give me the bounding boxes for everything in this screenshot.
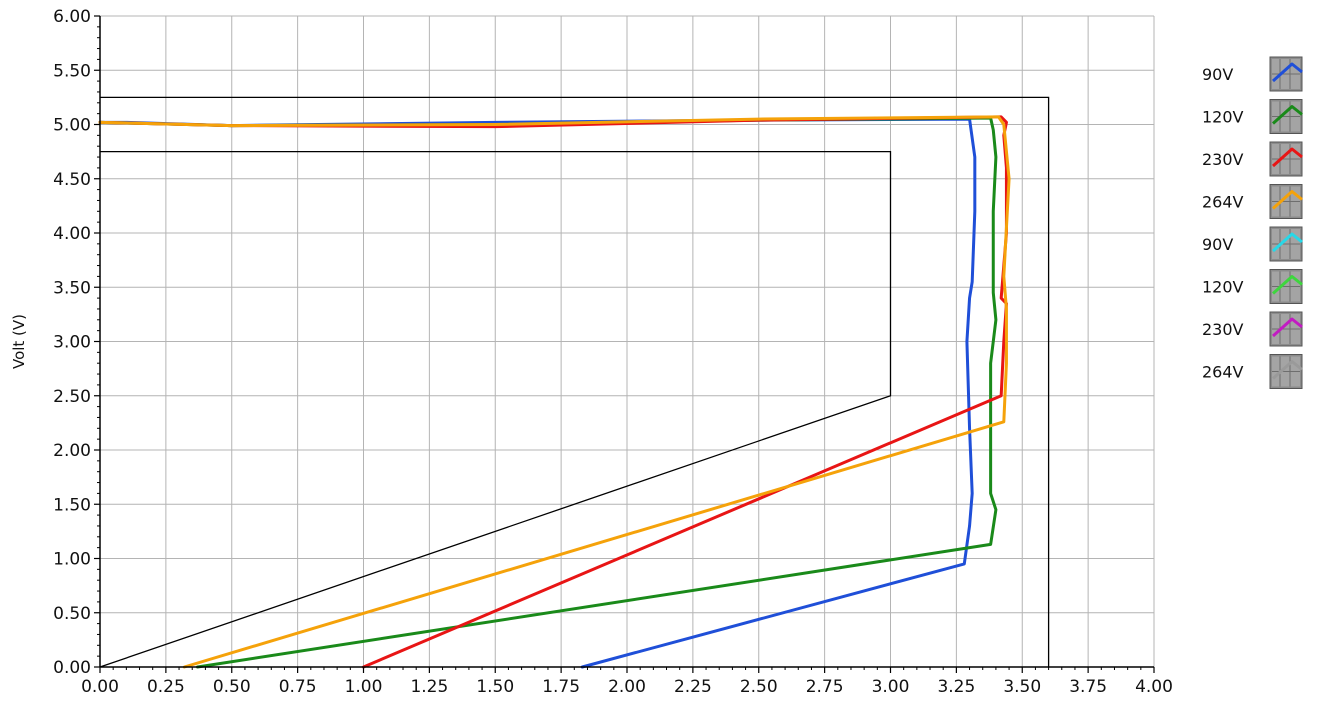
x-tick-label: 0.50 <box>213 677 251 697</box>
y-tick-label: 6.00 <box>53 7 91 27</box>
y-tick-labels: 0.00 0.50 1.00 1.50 2.00 2.50 3.00 3.50 4.00 4.50… <box>53 7 91 678</box>
y-tick-label: 5.00 <box>53 116 91 136</box>
series-line-230v-3 <box>98 115 1008 669</box>
x-tick-label: 2.75 <box>806 677 844 697</box>
x-tick-labels: 0.00 0.25 0.50 0.75 1.00 1.25 1.50 1.75 2.00 2.25… <box>81 677 1173 697</box>
legend-label: 90V <box>1202 65 1233 84</box>
y-tick-label: 0.00 <box>53 658 91 678</box>
y-tick-label: 2.50 <box>53 387 91 407</box>
y-tick-label: 1.50 <box>53 495 91 515</box>
y-tick-label: 3.00 <box>53 333 91 353</box>
x-tick-label: 3.75 <box>1069 677 1107 697</box>
y-tick-label: 5.50 <box>53 61 91 81</box>
limit-lines <box>99 96 1050 668</box>
x-tick-label: 3.00 <box>872 677 910 697</box>
legend-swatch-icon <box>1269 56 1303 92</box>
legend-label: 120V <box>1202 278 1244 297</box>
legend-swatch-icon <box>1269 269 1303 304</box>
x-tick-label: 1.50 <box>476 677 514 697</box>
x-tick-label: 3.50 <box>1003 677 1041 697</box>
legend-swatch-icon <box>1269 311 1303 347</box>
x-tick-label: 2.25 <box>674 677 712 697</box>
y-tick-label: 1.00 <box>53 550 91 570</box>
legend-label: 264V <box>1202 363 1244 382</box>
y-tick-label: 4.50 <box>53 170 91 190</box>
legend-label: 90V <box>1202 235 1233 254</box>
legend-swatch-icon <box>1269 184 1303 219</box>
legend-label: 230V <box>1202 150 1244 169</box>
x-tick-label: 0.25 <box>147 677 185 697</box>
grid <box>100 15 1155 667</box>
legend-swatch-icon <box>1269 354 1303 389</box>
y-tick-label: 0.50 <box>53 604 91 624</box>
series-line-90v-1 <box>98 117 977 669</box>
series-lines <box>98 115 1011 669</box>
x-tick-label: 2.00 <box>608 677 646 697</box>
legend-swatch-icon <box>1269 226 1303 262</box>
x-tick-label: 1.25 <box>410 677 448 697</box>
legend: 90V 120V 230V 264V 90V 120V 230V 264V <box>1202 56 1303 389</box>
x-tick-label: 1.75 <box>542 677 580 697</box>
legend-swatch-icon <box>1269 99 1303 134</box>
legend-label: 230V <box>1202 320 1244 339</box>
axes <box>94 15 1155 673</box>
y-tick-label: 3.50 <box>53 278 91 298</box>
limit-line-1 <box>99 150 892 668</box>
y-tick-label: 2.00 <box>53 441 91 461</box>
y-axis-title: Volt (V) <box>10 314 28 369</box>
x-tick-label: 0.75 <box>279 677 317 697</box>
x-tick-label: 2.50 <box>740 677 778 697</box>
x-tick-label: 0.00 <box>81 677 119 697</box>
y-tick-label: 4.00 <box>53 224 91 244</box>
series-line-120v-2 <box>98 116 998 669</box>
legend-swatch-icon <box>1269 141 1303 177</box>
series-line-264v-4 <box>98 115 1011 669</box>
x-tick-label: 1.00 <box>345 677 383 697</box>
legend-label: 120V <box>1202 108 1244 127</box>
x-tick-label: 4.00 <box>1135 677 1173 697</box>
x-tick-label: 3.25 <box>937 677 975 697</box>
limit-line-2 <box>100 96 1050 667</box>
legend-label: 264V <box>1202 193 1244 212</box>
